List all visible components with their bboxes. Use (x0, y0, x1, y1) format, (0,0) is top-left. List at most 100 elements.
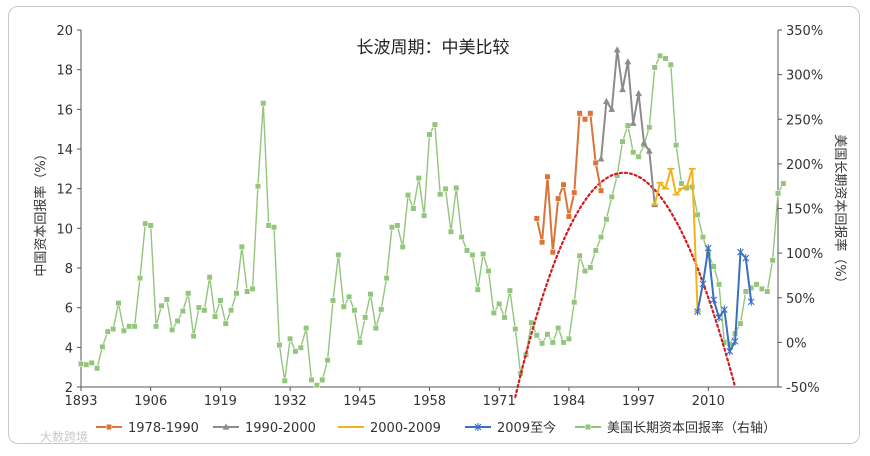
series-us-return-point (538, 340, 546, 347)
series-us-return-point (533, 332, 540, 339)
watermark: 大数跨境 (40, 429, 88, 444)
left-tick-label: 4 (65, 341, 73, 356)
x-tick-label: 1945 (343, 394, 376, 409)
series-us-return-point (340, 303, 347, 310)
series-us-return-point (297, 344, 304, 351)
series-us-return-point (313, 382, 321, 389)
left-tick-label: 16 (56, 103, 73, 118)
series-us-return-point (453, 184, 460, 192)
series-us-return-point (126, 323, 133, 330)
series-us-return-point (656, 52, 664, 59)
series-us-return-point (136, 275, 144, 282)
series-1978-1990-line (535, 112, 603, 254)
series-us-return-point (260, 100, 267, 107)
series-us-return-point (603, 216, 610, 223)
series-us-return-point (163, 296, 170, 303)
series-1978-1990-point (581, 116, 589, 123)
series-us-return-point (710, 263, 717, 270)
series-us-return-point (394, 222, 401, 229)
series-us-return-point (673, 142, 680, 149)
series-us-return-point (120, 327, 127, 334)
series-us-return-point (410, 205, 417, 212)
series-us-return-point (308, 376, 315, 383)
legend-label: 2009至今 (497, 420, 556, 436)
series-us-return-point (437, 191, 444, 198)
series-1990-2000-point (640, 139, 648, 146)
series-us-return-point (764, 288, 771, 295)
series-us-return-point (624, 122, 631, 129)
x-tick-label: 1893 (64, 394, 97, 409)
series-2009-present-point (731, 337, 739, 346)
series-2009-present-point (737, 248, 744, 257)
series-us-return-point (619, 138, 626, 145)
series-us-return-point (249, 285, 256, 292)
series-2009-present-point (742, 254, 750, 263)
legend-label: 美国长期资本回报率（右轴） (607, 420, 776, 436)
series-us-return-point (169, 326, 176, 333)
legend-item: 2009至今 (465, 420, 556, 436)
legend-label: 2000-2009 (370, 421, 441, 436)
legend-point (584, 423, 592, 431)
series-us-return-point (678, 180, 685, 187)
series-us-return-point (351, 307, 358, 314)
series-us-return-point (646, 124, 653, 131)
series-us-return-point (115, 300, 122, 307)
series-us-return-point (88, 359, 95, 367)
series-us-return-point (233, 290, 240, 297)
series-1990-2000-point (624, 58, 632, 65)
series-us-return-point (555, 324, 562, 332)
series-1978-1990-point (571, 189, 578, 196)
right-tick-label: 100% (786, 247, 823, 262)
series-us-return-point (372, 324, 379, 332)
series-us-return-point (356, 339, 363, 346)
series-1978-1990-point (592, 159, 599, 166)
right-tick-label: 0% (786, 336, 807, 351)
series-us-return-point (769, 257, 776, 264)
chart-marks (77, 46, 787, 399)
legend-item: 1978-1990 (96, 421, 199, 436)
chart-title: 长波周期：中美比较 (357, 38, 510, 58)
series-us-return-point (699, 233, 707, 241)
series-us-return-point (292, 348, 299, 355)
series-us-return-point (378, 306, 385, 313)
legend-point (222, 423, 230, 430)
series-us-return-point (93, 365, 101, 372)
series-us-return-point (597, 233, 605, 241)
series-1990-2000-point (597, 155, 605, 162)
series-1990-2000-point (619, 85, 626, 93)
series-1990-2000-point (635, 89, 642, 97)
x-tick-label: 1971 (483, 394, 516, 409)
series-1978-1990-point (549, 249, 556, 256)
x-tick-label: 1997 (622, 394, 655, 409)
left-tick-label: 10 (56, 222, 73, 237)
series-2009-present (694, 244, 755, 356)
left-tick-label: 14 (56, 143, 73, 158)
right-axis-label: 美国长期资本回报率（%） (832, 134, 848, 289)
series-us-return-point (490, 309, 497, 317)
series-us-return-point (651, 64, 658, 71)
series-us-return-point (506, 287, 514, 294)
series-us-return-point (228, 307, 235, 314)
left-tick-label: 8 (65, 262, 73, 277)
series-us-return-point (715, 281, 723, 288)
series-us-return-point (254, 183, 262, 190)
series-us-return-point (474, 286, 481, 293)
series-us-return-point (630, 149, 637, 156)
series-us-return-point (265, 222, 272, 229)
series-us-return-point (222, 320, 229, 327)
series-us-return-point (335, 251, 342, 259)
series-1978-1990-point (538, 239, 546, 246)
series-us-return-point (201, 307, 208, 314)
series-us-return-point (576, 252, 583, 259)
series-us-return-point (319, 376, 326, 383)
series-1990-2000-point (608, 105, 616, 112)
series-us-return-point (571, 299, 578, 306)
series-us-return-point (780, 180, 787, 187)
right-tick-label: 350% (786, 24, 823, 39)
x-tick-label: 1906 (134, 394, 167, 409)
series-us-return-point (367, 291, 374, 298)
series-us-return-point (174, 317, 181, 325)
x-tick-label: 2010 (692, 394, 725, 409)
series-2009-present-point (694, 307, 701, 316)
series-us-return-point (581, 267, 589, 275)
